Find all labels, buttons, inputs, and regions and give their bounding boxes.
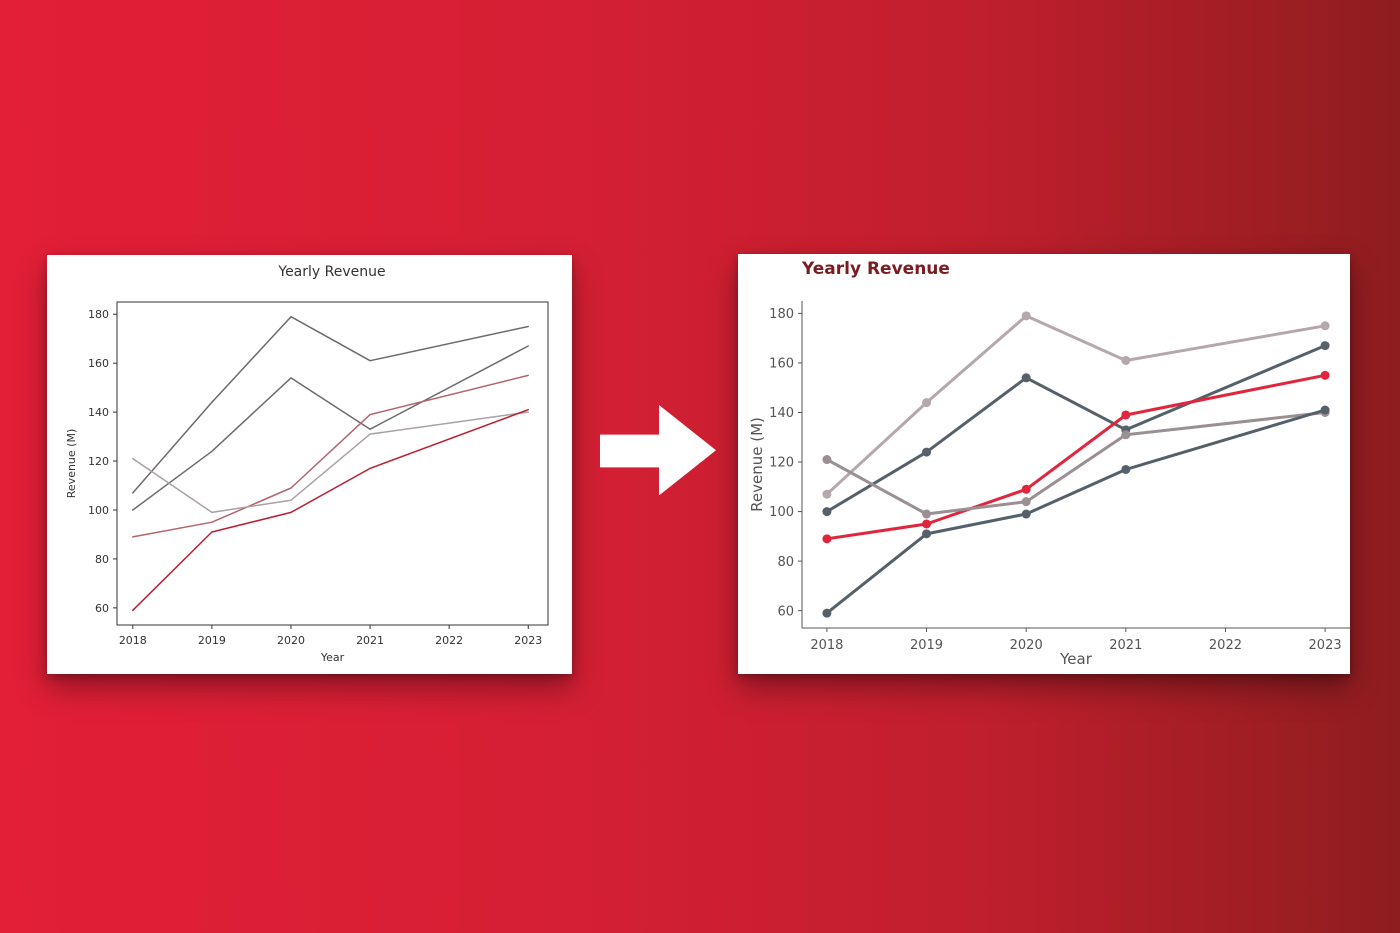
y-tick-label: 140 (769, 406, 794, 421)
chart-title: Yearly Revenue (801, 259, 950, 279)
data-point (1320, 405, 1330, 415)
x-tick-label: 2022 (1209, 638, 1242, 653)
data-point (822, 534, 832, 544)
x-tick-label: 2020 (277, 634, 305, 647)
y-tick-label: 100 (88, 504, 109, 517)
y-axis-label: Revenue (M) (65, 429, 78, 498)
y-tick-label: 160 (769, 357, 794, 372)
series-line-2 (825, 344, 1327, 514)
series-line-5 (825, 408, 1327, 615)
y-tick-label: 60 (95, 602, 109, 615)
right-arrow-icon (600, 405, 716, 495)
y-tick-label: 80 (777, 555, 794, 570)
y-tick-label: 180 (88, 308, 109, 321)
y-tick-label: 100 (769, 505, 794, 520)
x-axis-label: Year (320, 651, 345, 664)
x-tick-label: 2018 (119, 634, 147, 647)
x-tick-label: 2023 (514, 634, 542, 647)
chart-panel-after: Yearly Revenue 60 80 100 120 140 160 180 2018 201… (738, 254, 1350, 674)
y-tick-label: 120 (769, 456, 794, 471)
plot-frame (116, 301, 549, 626)
x-tick-label: 2021 (1109, 638, 1142, 653)
x-tick-label: 2019 (198, 634, 226, 647)
data-point (922, 529, 932, 539)
data-point (1121, 430, 1131, 440)
data-point (1021, 497, 1031, 507)
y-tick-label: 180 (769, 307, 794, 322)
series-line-3 (132, 374, 529, 538)
y-tick-label: 120 (88, 455, 109, 468)
x-tick-label: 2018 (810, 638, 843, 653)
x-axis-label: Year (1059, 650, 1093, 668)
chart-title: Yearly Revenue (277, 264, 385, 280)
x-tick-label: 2019 (910, 638, 943, 653)
series-line-1 (132, 315, 529, 494)
chart-before: Yearly Revenue 60 80 100 120 140 160 180 2018 201… (65, 264, 549, 664)
data-point (1121, 464, 1131, 474)
y-tick-label: 60 (777, 604, 794, 619)
data-point (922, 398, 932, 408)
series-line-2 (132, 345, 529, 511)
data-point (922, 447, 932, 457)
data-point (1320, 321, 1330, 331)
y-tick-label: 140 (88, 406, 109, 419)
x-tick-label: 2020 (1010, 638, 1043, 653)
chart-after: Yearly Revenue 60 80 100 120 140 160 180 2018 201… (748, 259, 1350, 668)
data-point (822, 507, 832, 517)
data-point (1320, 370, 1330, 380)
data-point (922, 519, 932, 529)
series-line-3 (825, 373, 1327, 541)
y-tick-label: 160 (88, 357, 109, 370)
series-line-4 (825, 411, 1327, 516)
chart-panel-before: Yearly Revenue 60 80 100 120 140 160 180 2018 201… (47, 255, 572, 674)
data-point (1021, 509, 1031, 519)
data-point (1121, 410, 1131, 420)
x-tick-label: 2023 (1309, 638, 1342, 653)
data-point (822, 489, 832, 499)
data-point (1021, 311, 1031, 321)
y-tick-label: 80 (95, 553, 109, 566)
x-tick-label: 2021 (356, 634, 384, 647)
series-line-4 (132, 411, 529, 514)
data-point (1320, 341, 1330, 351)
series-line-5 (132, 408, 529, 612)
y-axis-label: Revenue (M) (748, 417, 766, 512)
data-point (1021, 373, 1031, 383)
data-point (822, 455, 832, 465)
data-point (822, 608, 832, 618)
x-tick-label: 2022 (435, 634, 463, 647)
data-point (922, 509, 932, 519)
data-point (1021, 484, 1031, 494)
data-point (1121, 355, 1131, 365)
